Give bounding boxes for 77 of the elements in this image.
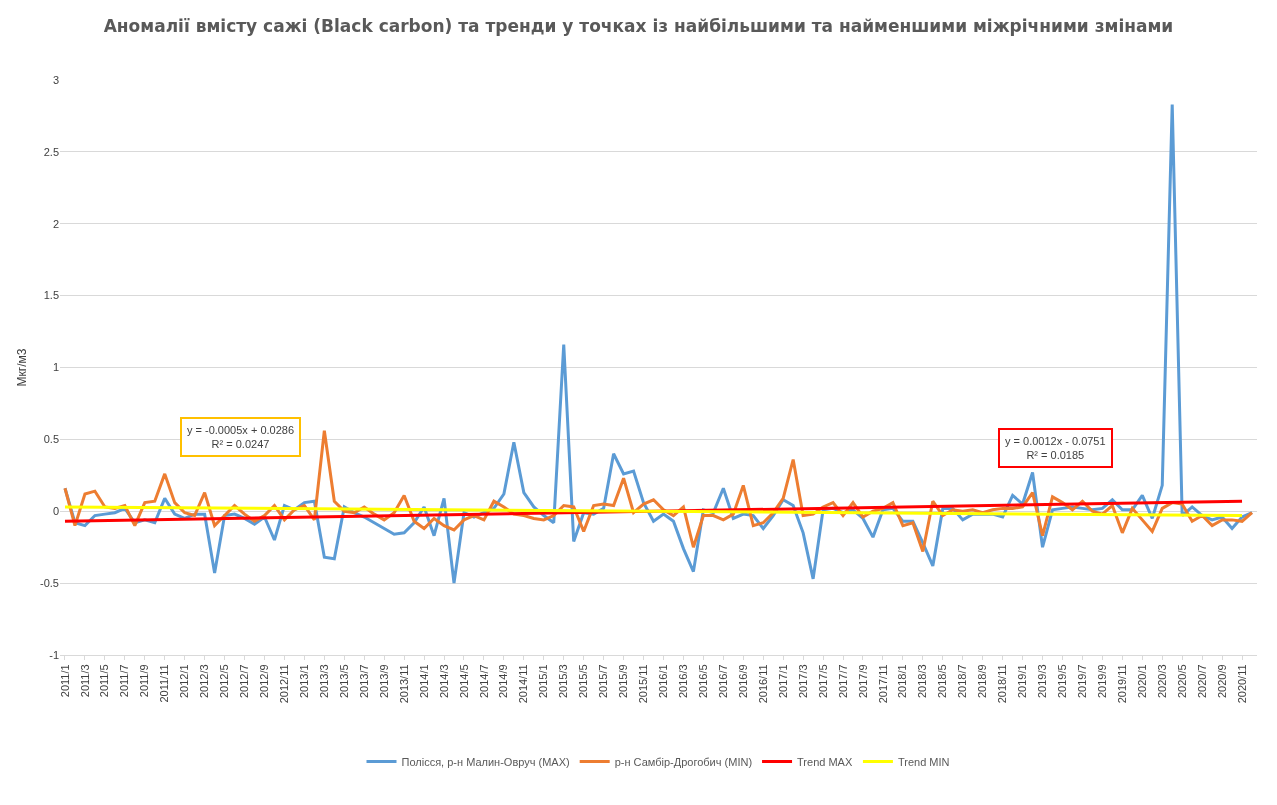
x-tick-label: 2016/11: [756, 664, 769, 704]
x-tick-label: 2020/3: [1155, 664, 1168, 699]
x-tick-label: 2015/5: [577, 664, 590, 699]
x-tick-label: 2018/3: [916, 664, 929, 699]
x-tick-label: 2014/7: [477, 664, 490, 699]
x-tick-label: 2015/1: [537, 664, 550, 699]
y-tick-label: 1.5: [43, 289, 59, 302]
x-tick-label: 2011/3: [78, 664, 91, 698]
x-tick-label: 2013/5: [337, 664, 350, 699]
x-tick-label: 2014/5: [457, 664, 470, 699]
x-tick-label: 2017/1: [776, 664, 789, 699]
x-tick-label: 2019/5: [1056, 664, 1069, 699]
x-tick-label: 2013/1: [297, 664, 310, 699]
x-tick-label: 2016/1: [657, 664, 670, 699]
x-tick-label: 2020/9: [1215, 664, 1228, 699]
x-tick-label: 2017/7: [836, 664, 849, 699]
x-tick-label: 2011/7: [118, 664, 131, 698]
y-tick-label: -1: [49, 648, 59, 661]
x-tick-label: 2013/11: [397, 664, 410, 704]
y-tick-label: 2.5: [43, 145, 59, 158]
x-tick-label: 2018/11: [996, 664, 1009, 704]
y-tick-label: 1: [52, 361, 59, 374]
y-tick-label: 3: [52, 73, 59, 86]
x-tick-label: 2014/1: [417, 664, 430, 699]
x-tick-label: 2011/11: [158, 664, 171, 703]
x-tick-label: 2020/5: [1175, 664, 1188, 699]
x-tick-label: 2016/5: [696, 664, 709, 699]
x-tick-label: 2011/1: [58, 664, 71, 698]
x-tick-label: 2020/11: [1235, 664, 1248, 704]
x-tick-label: 2012/11: [278, 664, 291, 704]
x-tick-label: 2019/7: [1076, 664, 1089, 699]
y-tick-label: -0.5: [40, 576, 59, 589]
x-tick-label: 2014/3: [437, 664, 450, 699]
y-tick-label: 0.5: [43, 433, 59, 446]
x-tick-label: 2018/5: [936, 664, 949, 699]
x-tick-label: 2017/11: [876, 664, 889, 704]
x-tick-label: 2011/9: [138, 664, 151, 698]
x-tick-label: 2019/1: [1016, 664, 1029, 699]
x-tick-label: 2018/7: [956, 664, 969, 699]
x-tick-label: 2017/3: [796, 664, 809, 699]
x-tick-label: 2012/1: [178, 664, 191, 699]
y-axis-title: Мкг/м3: [15, 348, 29, 387]
x-tick-label: 2020/7: [1195, 664, 1208, 699]
x-tick-label: 2015/11: [637, 664, 650, 704]
x-tick-label: 2019/3: [1036, 664, 1049, 699]
x-tick-label: 2012/3: [198, 664, 211, 699]
x-tick-label: 2017/9: [856, 664, 869, 699]
x-tick-label: 2013/7: [357, 664, 370, 699]
x-tick-label: 2019/9: [1095, 664, 1108, 699]
annotation: y = 0.0012x - 0.0751 R² = 0.0185: [1005, 435, 1106, 462]
legend-label: р-н Самбір-Дрогобич (MIN): [614, 755, 753, 768]
legend-label: Trend MAX: [797, 755, 853, 768]
x-tick-label: 2015/9: [617, 664, 630, 699]
annotation: y = -0.0005x + 0.0286 R² = 0.0247: [187, 424, 295, 451]
x-tick-label: 2018/9: [976, 664, 989, 699]
x-tick-label: 2012/7: [238, 664, 251, 699]
x-tick-label: 2020/1: [1135, 664, 1148, 699]
y-tick-label: 2: [52, 217, 59, 230]
x-tick-label: 2016/9: [736, 664, 749, 699]
x-tick-label: 2012/9: [258, 664, 271, 699]
x-tick-label: 2012/5: [218, 664, 231, 699]
x-tick-label: 2015/7: [597, 664, 610, 699]
x-tick-label: 2013/9: [377, 664, 390, 699]
x-tick-label: 2017/5: [816, 664, 829, 699]
x-tick-label: 2016/7: [716, 664, 729, 699]
x-tick-label: 2018/1: [896, 664, 909, 699]
chart-title: Аномалії вмісту сажі (Black carbon) та тренди у точках із найбільшими та найменшими міжрічними змінами: [103, 16, 1174, 37]
x-tick-label: 2016/3: [677, 664, 690, 699]
x-tick-label: 2013/3: [317, 664, 330, 699]
x-tick-label: 2019/11: [1115, 664, 1128, 704]
x-tick-label: 2015/3: [557, 664, 570, 699]
x-tick-label: 2014/9: [497, 664, 510, 699]
y-tick-label: 0: [52, 505, 59, 518]
x-tick-label: 2011/5: [98, 664, 111, 698]
legend-label: Полісся, р-н Малин-Овруч (MAX): [401, 755, 570, 768]
legend-label: Trend MIN: [897, 755, 950, 768]
x-tick-label: 2014/11: [517, 664, 530, 704]
